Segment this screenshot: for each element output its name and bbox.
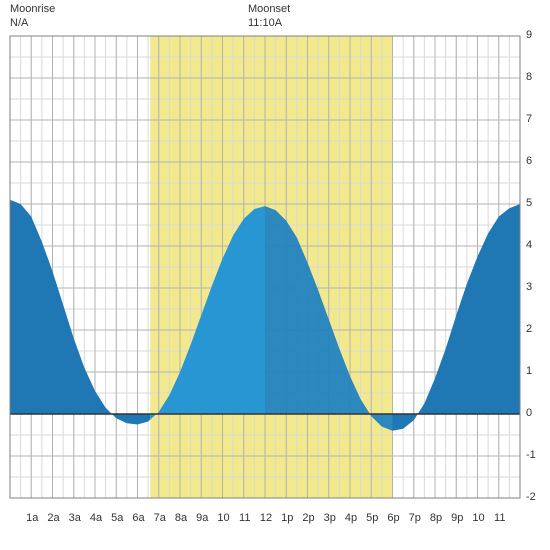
y-tick-label: 3	[526, 281, 532, 293]
x-tick-label: 7p	[405, 512, 425, 524]
x-tick-label: 6a	[129, 512, 149, 524]
moonrise-label: Moonrise	[10, 2, 55, 16]
moonset-block: Moonset 11:10A	[248, 2, 290, 31]
y-tick-label: 6	[526, 155, 532, 167]
plot-area	[0, 0, 550, 550]
x-tick-label: 3a	[65, 512, 85, 524]
x-tick-label: 2a	[44, 512, 64, 524]
x-tick-label: 11	[490, 512, 510, 524]
x-tick-label: 3p	[320, 512, 340, 524]
y-tick-label: 7	[526, 113, 532, 125]
y-tick-label: -1	[526, 449, 536, 461]
y-tick-label: 2	[526, 323, 532, 335]
x-tick-label: 4p	[341, 512, 361, 524]
moonrise-block: Moonrise N/A	[10, 2, 55, 31]
moonrise-value: N/A	[10, 16, 55, 30]
x-tick-label: 8a	[171, 512, 191, 524]
x-tick-label: 1p	[277, 512, 297, 524]
x-tick-label: 5a	[107, 512, 127, 524]
x-tick-label: 7a	[150, 512, 170, 524]
tide-chart: Moonrise N/A Moonset 11:10A 1a2a3a4a5a6a…	[0, 0, 550, 550]
x-tick-label: 10	[214, 512, 234, 524]
x-tick-label: 10	[469, 512, 489, 524]
x-tick-label: 4a	[86, 512, 106, 524]
y-tick-label: 5	[526, 197, 532, 209]
y-tick-label: 1	[526, 365, 532, 377]
x-tick-label: 9p	[447, 512, 467, 524]
y-tick-label: 4	[526, 239, 532, 251]
y-tick-label: 0	[526, 407, 532, 419]
y-tick-label: -2	[526, 491, 536, 503]
moonset-label: Moonset	[248, 2, 290, 16]
x-tick-label: 1a	[22, 512, 42, 524]
x-tick-label: 8p	[426, 512, 446, 524]
x-tick-label: 12	[256, 512, 276, 524]
moonset-value: 11:10A	[248, 16, 290, 30]
y-tick-label: 9	[526, 29, 532, 41]
x-tick-label: 9a	[192, 512, 212, 524]
x-tick-label: 6p	[384, 512, 404, 524]
x-tick-label: 5p	[362, 512, 382, 524]
x-tick-label: 2p	[299, 512, 319, 524]
y-tick-label: 8	[526, 71, 532, 83]
x-tick-label: 11	[235, 512, 255, 524]
